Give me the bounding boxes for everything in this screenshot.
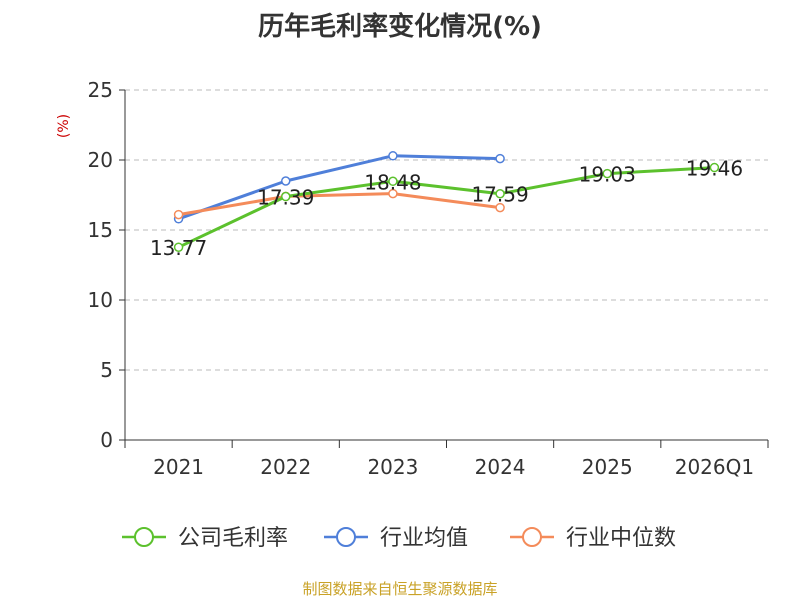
- series-point-0: [173, 242, 184, 252]
- series-point-2: [173, 209, 184, 220]
- legend-label: 公司毛利率: [178, 526, 288, 551]
- legend-label: 行业中位数: [566, 526, 676, 551]
- legend-marker: [336, 527, 356, 547]
- data-label: 17.39: [257, 186, 314, 210]
- y-tick-label: 15: [88, 218, 113, 242]
- x-tick-label: 2026Q1: [675, 455, 754, 479]
- series-line-2: [178, 192, 501, 217]
- data-labels: 13.77 17.39 18.48 17.59 19.03 19.46: [150, 157, 743, 261]
- legend: 公司毛利率 行业均值 行业中位数: [122, 526, 676, 551]
- data-label: 17.59: [471, 183, 528, 207]
- series-point-1: [388, 151, 398, 161]
- y-tick-label: 10: [88, 288, 113, 312]
- chart-title: 历年毛利率变化情况(%): [258, 12, 542, 42]
- data-label: 18.48: [364, 170, 421, 194]
- footer-source: 制图数据来自恒生聚源数据库: [302, 580, 498, 598]
- x-tick-label: 2022: [260, 455, 311, 479]
- y-tick-label: 5: [100, 358, 113, 382]
- series-line-1: [178, 154, 501, 221]
- series-point-0: [388, 176, 398, 187]
- legend-marker: [134, 527, 154, 547]
- x-tick-label: 2024: [475, 455, 526, 479]
- legend-marker: [522, 527, 542, 547]
- grid-lines: [125, 89, 768, 371]
- series-layer: [173, 151, 720, 252]
- data-label: 19.46: [686, 157, 743, 181]
- series-line-0: [177, 166, 715, 249]
- y-tick-label: 25: [88, 78, 113, 102]
- data-label: 19.03: [579, 163, 636, 187]
- series-point-0: [709, 162, 720, 173]
- series-point-0: [602, 168, 612, 179]
- series-point-0: [281, 191, 291, 202]
- y-tick-label: 20: [88, 148, 113, 172]
- series-point-2: [495, 202, 505, 213]
- legend-label: 行业均值: [380, 526, 468, 551]
- series-point-2: [388, 188, 398, 199]
- x-tick-label: 2025: [582, 455, 633, 479]
- x-tick-label: 2021: [153, 455, 204, 479]
- series-point-0: [495, 188, 505, 199]
- y-tick-label: 0: [100, 428, 113, 452]
- series-point-1: [281, 176, 291, 186]
- data-label: 13.77: [150, 236, 207, 260]
- x-tick-label: 2023: [367, 455, 418, 479]
- series-point-1: [495, 153, 505, 164]
- y-axis-label: (%): [56, 114, 72, 138]
